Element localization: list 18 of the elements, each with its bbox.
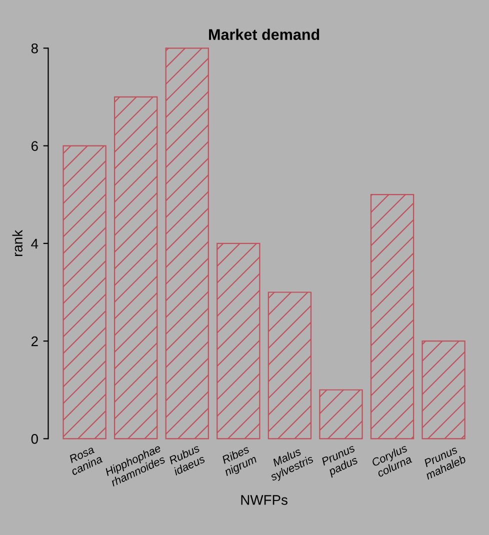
bar — [216, 242, 260, 440]
y-tick-label: 2 — [31, 336, 38, 346]
y-tick-label: 6 — [31, 141, 38, 151]
y-tick-label: 0 — [31, 434, 38, 444]
bar — [114, 96, 158, 440]
bar — [165, 48, 209, 440]
chart-title: Market demand — [209, 28, 320, 40]
bar — [319, 389, 363, 440]
x-tick-label: Rubus idaeus — [168, 444, 206, 476]
x-axis-title: NWFPs — [241, 495, 288, 505]
bar — [422, 340, 466, 440]
y-tick-label: 8 — [31, 43, 38, 54]
x-tick-label: Rosa canina — [68, 446, 103, 476]
bar — [370, 194, 414, 440]
y-axis-title: rank — [12, 230, 22, 256]
y-tick-label: 4 — [31, 238, 38, 248]
bar — [268, 292, 312, 440]
bar — [62, 145, 106, 440]
